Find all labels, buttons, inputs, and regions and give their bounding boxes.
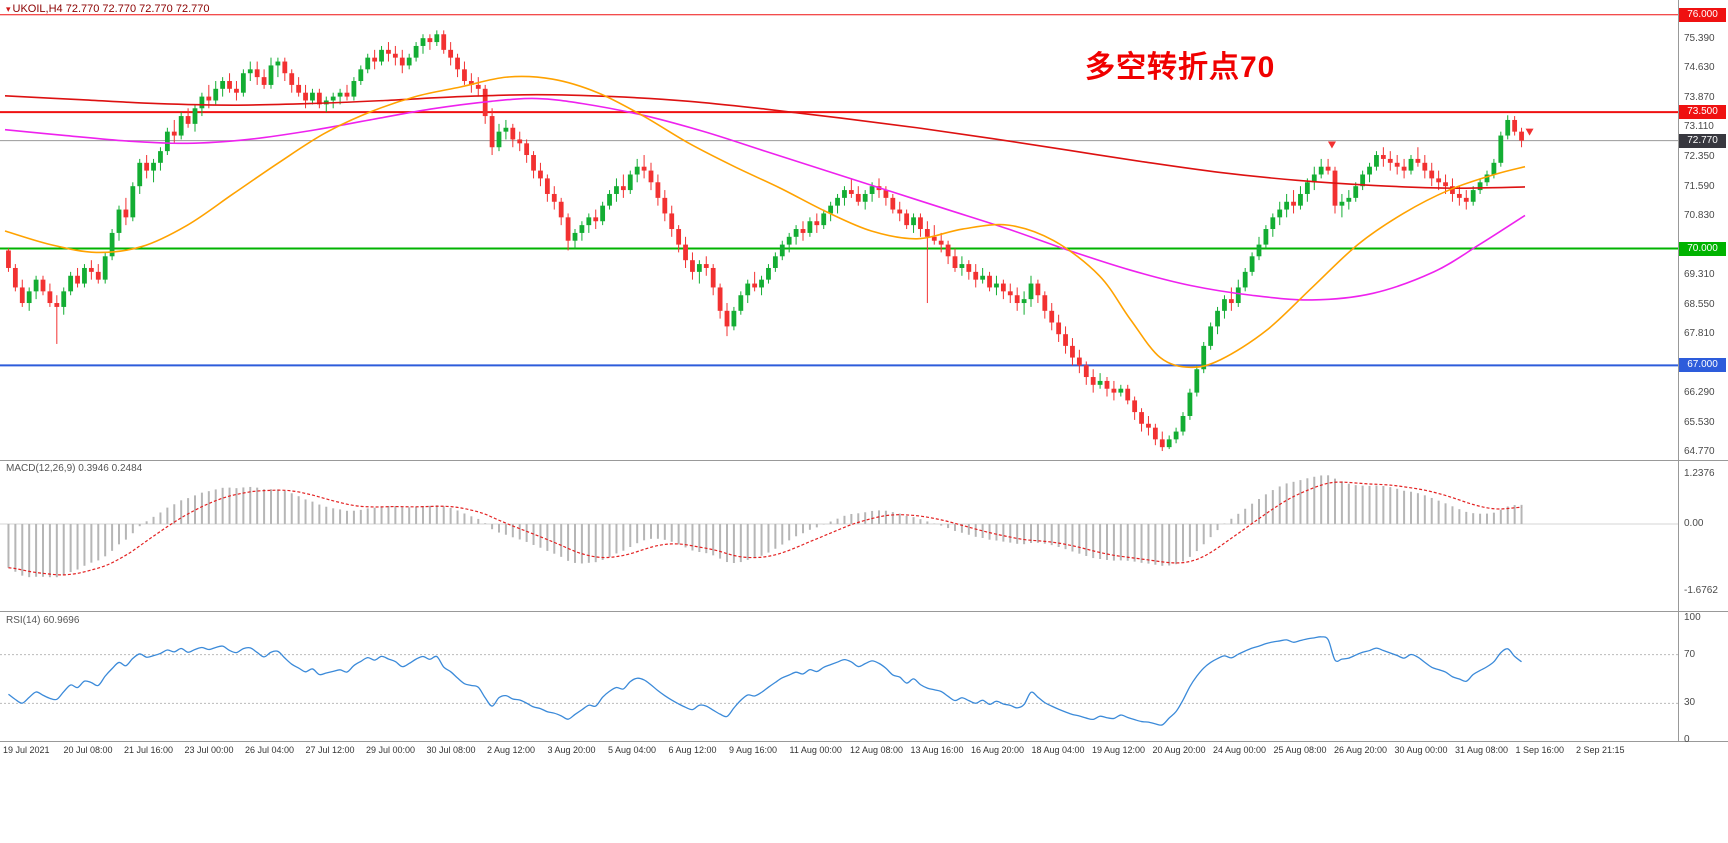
- sell-arrow-icon[interactable]: [1327, 141, 1336, 149]
- ma-red-slow[interactable]: [4, 93, 1526, 189]
- time-axis-label: 30 Aug 00:00: [1394, 745, 1448, 755]
- time-axis-label: 21 Jul 16:00: [124, 745, 174, 755]
- rsi-axis-label: 0: [1684, 734, 1690, 745]
- price-axis-tick: 68.550: [1684, 298, 1715, 310]
- price-axis-tick: 66.290: [1684, 387, 1715, 398]
- time-axis-label: 18 Aug 04:00: [1031, 745, 1085, 755]
- time-axis-label: 16 Aug 20:00: [971, 745, 1025, 755]
- ma-orange-fast[interactable]: [4, 75, 1526, 369]
- macd-axis-top: 1.2376: [1684, 468, 1715, 480]
- time-axis-label: 6 Aug 12:00: [668, 745, 717, 755]
- price-tag: 67.000: [1679, 358, 1726, 373]
- macd-label: MACD(12,26,9): [6, 463, 76, 474]
- rsi-axis-label: 100: [1684, 612, 1701, 623]
- time-axis-label: 1 Sep 16:00: [1515, 745, 1565, 755]
- price-axis-tick: 73.870: [1684, 91, 1715, 103]
- time-axis-label: 12 Aug 08:00: [850, 745, 904, 755]
- symbol-header: ▾ UKOIL,H4 72.770 72.770 72.770 72.770: [6, 3, 209, 15]
- time-axis-label: 27 Jul 12:00: [305, 745, 355, 755]
- current-price-tag: 72.770: [1679, 133, 1726, 148]
- time-axis-label: 5 Aug 04:00: [608, 745, 657, 755]
- rsi-axis-label: 30: [1684, 697, 1696, 709]
- time-axis-label: 24 Aug 00:00: [1213, 745, 1267, 755]
- price-axis-tick: 64.770: [1684, 446, 1715, 458]
- time-axis-label: 3 Aug 20:00: [547, 745, 596, 755]
- chart-marker-icon[interactable]: ▾: [6, 4, 11, 14]
- macd-signal-line[interactable]: [8, 481, 1522, 576]
- price-axis-tick: 70.830: [1684, 210, 1715, 222]
- price-axis-tick: 69.310: [1684, 269, 1715, 281]
- time-axis-label: 2 Aug 12:00: [487, 745, 536, 755]
- macd-pane-label: MACD(12,26,9) 0.3946 0.2484: [6, 463, 142, 474]
- sell-arrow-icon[interactable]: [1525, 128, 1534, 136]
- macd-values: 0.3946 0.2484: [78, 463, 143, 474]
- time-axis-label: 9 Aug 16:00: [729, 745, 778, 755]
- time-axis-label: 2 Sep 21:15: [1576, 745, 1625, 755]
- time-axis-label: 30 Jul 08:00: [426, 745, 476, 755]
- price-axis-tick: 67.810: [1684, 327, 1715, 339]
- rsi-value: 60.9696: [43, 615, 80, 626]
- price-tag: 73.500: [1679, 105, 1726, 120]
- time-axis-label: 23 Jul 00:00: [184, 745, 234, 755]
- price-axis-tick: 73.110: [1684, 121, 1714, 133]
- price-axis-tick: 74.630: [1684, 62, 1715, 74]
- price-tag: 76.000: [1679, 7, 1726, 22]
- time-axis-label: 19 Aug 12:00: [1092, 745, 1146, 755]
- rsi-pane-label: RSI(14) 60.9696: [6, 615, 79, 626]
- rsi-line[interactable]: [8, 636, 1522, 726]
- time-axis-label: 26 Jul 04:00: [245, 745, 295, 755]
- rsi-axis-label: 70: [1684, 648, 1696, 660]
- rsi-label: RSI(14): [6, 615, 41, 626]
- time-axis-label: 31 Aug 08:00: [1455, 745, 1509, 755]
- price-axis-tick: 65.530: [1684, 416, 1715, 428]
- price-axis-tick: 71.590: [1684, 180, 1715, 192]
- time-axis-label: 19 Jul 2021: [3, 745, 50, 755]
- time-axis-label: 29 Jul 00:00: [366, 745, 416, 755]
- time-axis-label: 20 Aug 20:00: [1152, 745, 1206, 755]
- horizontal-levels[interactable]: [0, 14, 1678, 367]
- macd-histogram[interactable]: [7, 475, 1523, 578]
- time-axis-label: 25 Aug 08:00: [1273, 745, 1327, 755]
- price-tag: 70.000: [1679, 241, 1726, 256]
- time-axis-label: 26 Aug 20:00: [1334, 745, 1388, 755]
- price-axis-tick: 75.390: [1684, 32, 1715, 44]
- time-axis-label: 20 Jul 08:00: [63, 745, 113, 755]
- price-axis-tick: 72.350: [1684, 150, 1715, 162]
- candlestick-series[interactable]: [6, 30, 1524, 452]
- symbol-label: UKOIL,H4: [12, 3, 63, 15]
- chart-annotation-text: 多空转折点70: [1085, 51, 1276, 84]
- ohlc-values: 72.770 72.770 72.770 72.770: [65, 3, 210, 15]
- macd-axis-bottom: -1.6762: [1684, 585, 1718, 597]
- ma-magenta-mid[interactable]: [4, 97, 1526, 301]
- time-axis-label: 11 Aug 00:00: [789, 745, 842, 755]
- time-axis-label: 13 Aug 16:00: [910, 745, 964, 755]
- macd-axis-zero: 0.00: [1684, 518, 1704, 529]
